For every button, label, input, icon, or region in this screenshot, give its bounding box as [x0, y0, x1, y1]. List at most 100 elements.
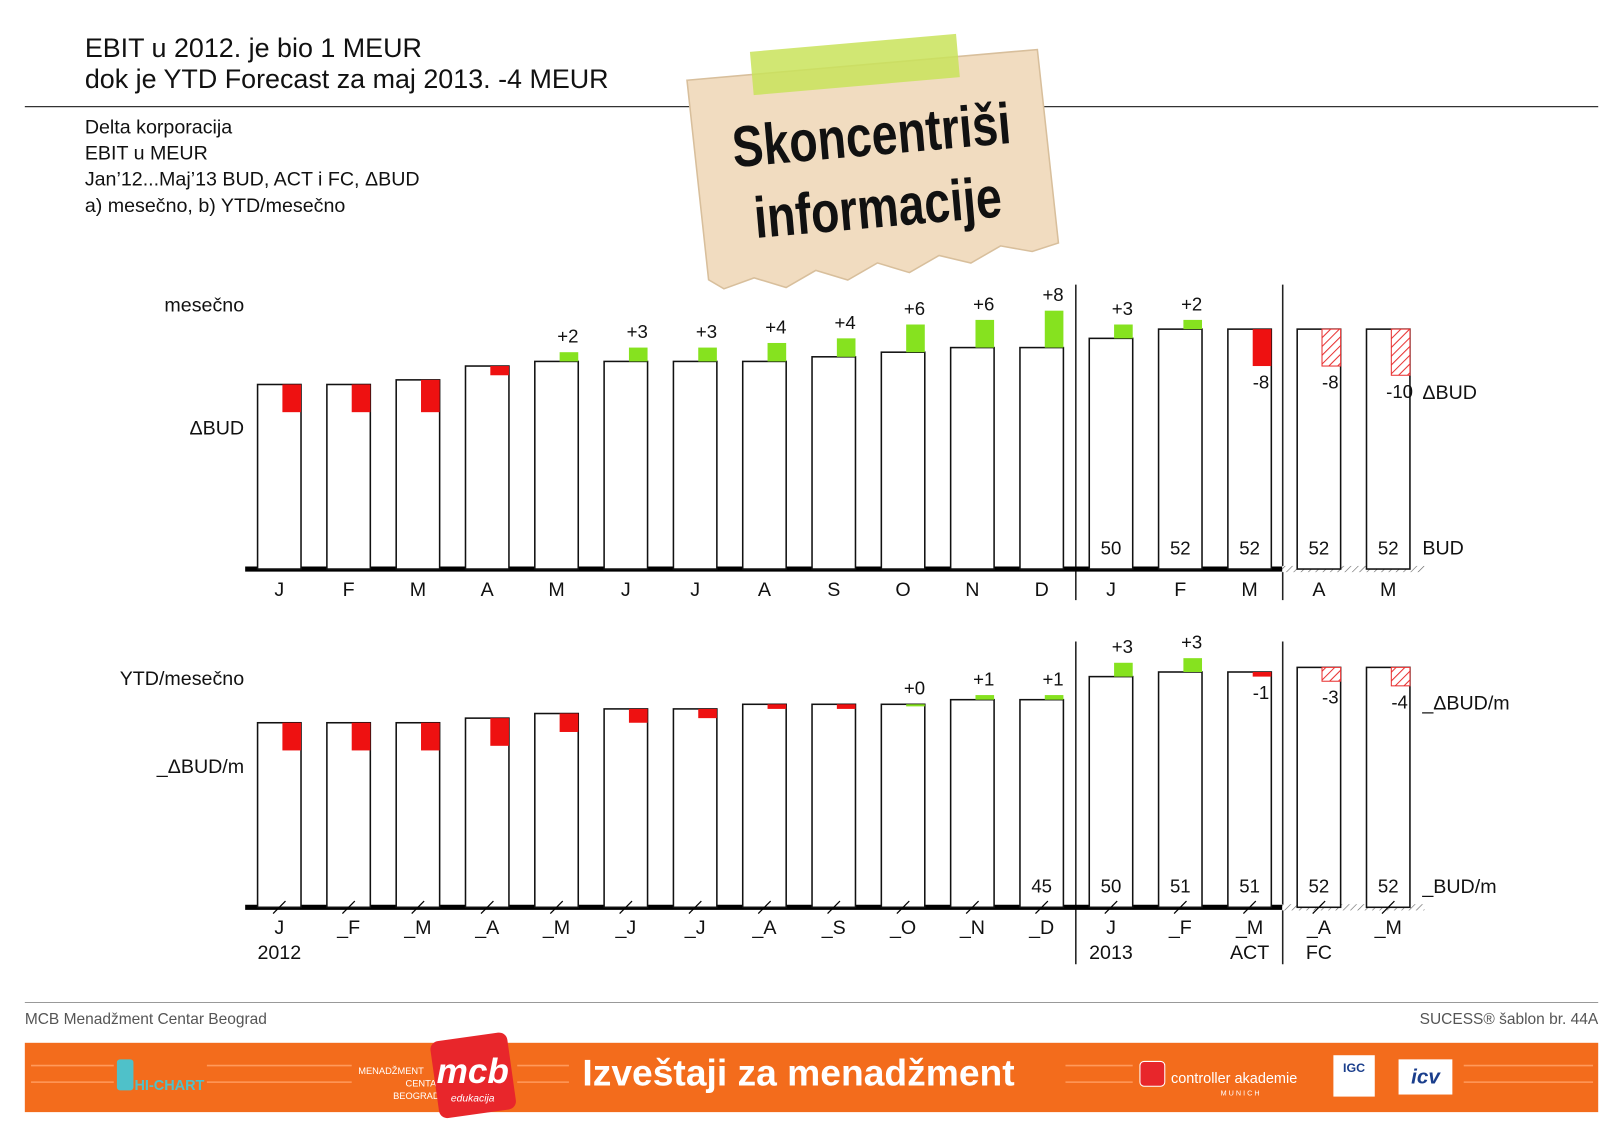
- bar: [1019, 698, 1065, 909]
- chart-title: mesečno: [164, 294, 244, 316]
- group-label: FC: [1306, 942, 1332, 964]
- x-tick-label: A: [481, 579, 495, 601]
- logo-text: HI-CHART: [134, 1078, 204, 1094]
- x-tick-label: J: [274, 917, 284, 939]
- bar: [464, 717, 510, 909]
- bar: [395, 721, 441, 909]
- x-tick-label: S: [827, 579, 840, 601]
- x-tick-label: M: [548, 579, 564, 601]
- banner-title: Izveštaji za menadžment: [582, 1052, 1014, 1094]
- group-label: ACT: [1230, 942, 1269, 964]
- footer-right: SUCESS® šablon br. 44A: [1420, 1011, 1599, 1028]
- subtitle-line: a) mesečno, b) YTD/mesečno: [85, 195, 346, 217]
- delta-bar: [1114, 662, 1133, 677]
- delta-bar: [282, 384, 302, 413]
- x-tick-label: _S: [821, 917, 846, 939]
- bar: [672, 360, 718, 570]
- delta-bar: [975, 319, 995, 348]
- bud-label: 50: [1101, 876, 1122, 897]
- bar: [672, 708, 718, 909]
- subtitle-line: Jan’12...Maj’13 BUD, ACT i FC, ΔBUD: [85, 168, 420, 190]
- delta-bar: [628, 347, 648, 362]
- delta-bar: [1321, 666, 1342, 682]
- delta-label: +4: [835, 312, 856, 333]
- bar: [880, 703, 926, 909]
- delta-bar: [836, 704, 856, 709]
- bud-label: 52: [1239, 537, 1260, 558]
- x-tick-label: _N: [959, 917, 985, 939]
- bar: [256, 383, 302, 570]
- axis-break: [619, 900, 633, 914]
- bar: [1296, 328, 1342, 570]
- x-tick-label: _A: [1306, 917, 1332, 939]
- bar: [741, 703, 787, 909]
- x-tick-label: _A: [474, 917, 500, 939]
- subtitle-line: EBIT u MEUR: [85, 142, 208, 164]
- delta-label: +1: [973, 669, 994, 690]
- axis-break: [1242, 900, 1257, 914]
- group-label: 2012: [257, 942, 301, 964]
- delta-bar: [559, 352, 579, 362]
- axis-break: [1173, 900, 1187, 914]
- x-tick-label: _M: [1235, 917, 1263, 939]
- x-tick-label: A: [1312, 579, 1326, 601]
- bar: [1088, 337, 1134, 570]
- delta-label: +3: [627, 321, 648, 342]
- delta-label: +3: [1112, 298, 1133, 319]
- bud-label: 51: [1239, 876, 1260, 897]
- axis-break: [411, 900, 425, 914]
- footer-left: MCB Menadžment Centar Beograd: [25, 1011, 267, 1028]
- delta-bar: [698, 708, 717, 719]
- delta-label: +2: [557, 326, 578, 347]
- x-tick-label: D: [1035, 579, 1049, 601]
- logo-text: mcb: [437, 1052, 509, 1091]
- delta-bar: [906, 324, 925, 353]
- series-label: _ΔBUD/m: [1421, 693, 1509, 715]
- axis-break: [341, 900, 356, 914]
- axis-break: [827, 900, 841, 914]
- bar: [1157, 671, 1203, 909]
- bar: [880, 351, 926, 570]
- delta-bar: [351, 384, 371, 413]
- delta-bar: [421, 722, 440, 751]
- x-tick-label: _M: [1374, 917, 1402, 939]
- delta-label: -1: [1253, 682, 1270, 703]
- logo-text: BEOGRAD: [393, 1091, 440, 1101]
- delta-bar: [351, 722, 371, 751]
- delta-bar: [1321, 328, 1342, 367]
- delta-bar: [490, 718, 509, 746]
- delta-label: +4: [765, 316, 786, 337]
- delta-bar: [1044, 695, 1064, 700]
- x-tick-label: J: [274, 579, 284, 601]
- bar: [811, 356, 857, 570]
- bar: [1157, 328, 1203, 570]
- delta-label: +6: [904, 298, 925, 319]
- bud-label: 52: [1309, 876, 1330, 897]
- delta-bar: [767, 704, 787, 709]
- bar: [1019, 346, 1065, 570]
- note-paper: [686, 48, 1060, 290]
- delta-bar: [836, 338, 856, 357]
- x-tick-label: F: [343, 579, 355, 601]
- x-tick-label: J: [621, 579, 631, 601]
- x-tick-label: _J: [684, 917, 706, 939]
- subtitle-line: Delta korporacija: [85, 117, 232, 139]
- title-line: dok je YTD Forecast za maj 2013. -4 MEUR: [85, 64, 609, 94]
- x-tick-label: M: [1241, 579, 1257, 601]
- x-tick-label: _J: [614, 917, 636, 939]
- baseline-forecast: [1282, 565, 1425, 573]
- bud-label: 52: [1378, 537, 1399, 558]
- bar: [1088, 675, 1134, 909]
- axis-break: [1035, 900, 1049, 914]
- axis-break: [965, 900, 980, 914]
- baseline-forecast: [1282, 904, 1425, 911]
- delta-bar: [1044, 310, 1064, 348]
- delta-bar: [1390, 328, 1411, 376]
- delta-label: +3: [1181, 632, 1202, 653]
- bud-label: 52: [1309, 537, 1330, 558]
- bud-label: 52: [1170, 537, 1191, 558]
- note: Skoncentriši informacije: [686, 33, 1060, 290]
- bar: [1227, 328, 1273, 570]
- x-tick-label: _O: [889, 917, 916, 939]
- delta-label: +3: [1112, 636, 1133, 657]
